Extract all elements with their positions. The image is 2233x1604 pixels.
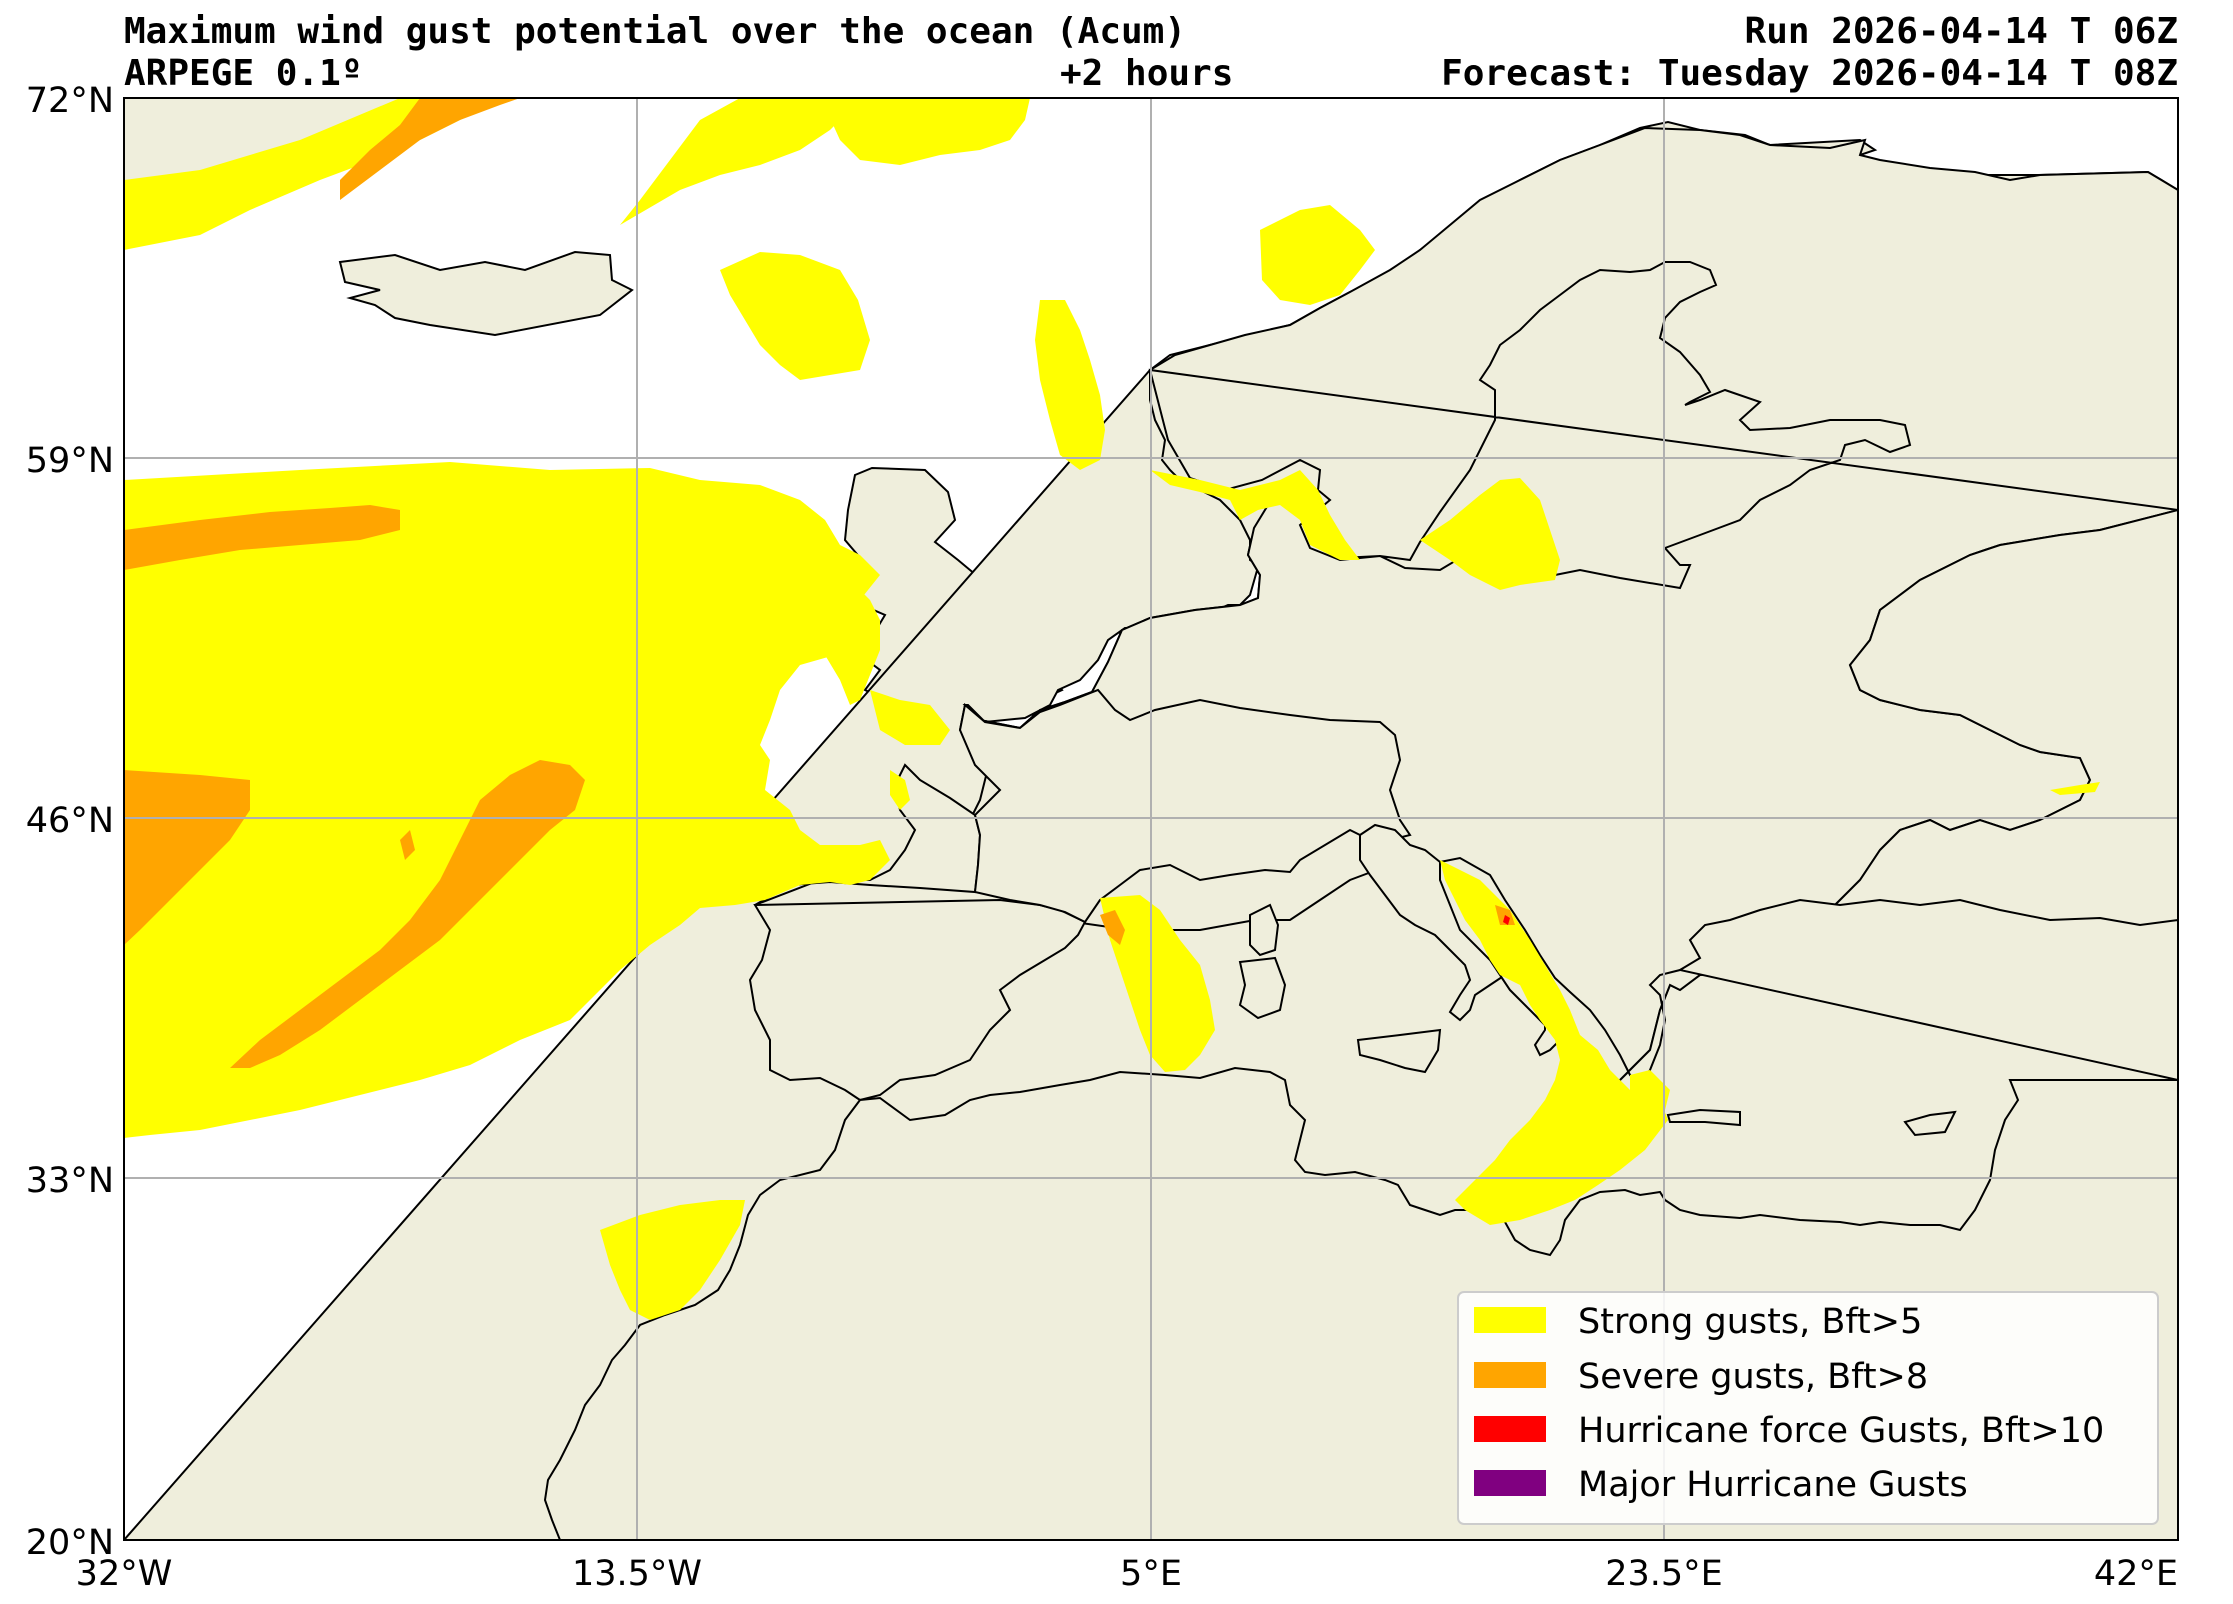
lead-time: +2 hours (1060, 53, 1234, 94)
gust-area-iceland-east (720, 252, 870, 380)
lon-tick-label: 23.5°E (1605, 1554, 1723, 1594)
run-time: Run 2026-04-14 T 06Z (1744, 11, 2178, 52)
land-sicily (1356, 1028, 1442, 1074)
gust-area-baltic (1420, 478, 1560, 590)
map-frame (123, 97, 2179, 1541)
severe-gusts-layer (124, 98, 1515, 1068)
gust-area-norway-coast (1260, 205, 1375, 305)
severe-area-greenland (340, 98, 520, 200)
gust-area-skagerrak (1150, 470, 1360, 560)
lon-tick-labels: 32°W 13.5°W 5°E 23.5°E 42°E (76, 1554, 2178, 1594)
hurricane-area-adriatic (1503, 915, 1510, 925)
legend-swatch-hurricane (1474, 1416, 1546, 1442)
gust-area-biscay-islet (890, 770, 910, 810)
gust-area-north-sea-east (1035, 300, 1105, 470)
lat-tick-labels: 72°N 59°N 46°N 33°N 20°N (26, 81, 114, 1563)
severe-area-atlantic-west (124, 770, 250, 945)
gust-area-channel (870, 690, 950, 745)
gust-area-gulf-of-lion (1100, 895, 1215, 1072)
lon-tick-label: 42°E (2094, 1554, 2178, 1594)
gust-area-norway-sea (820, 98, 1030, 165)
legend-swatch-severe (1474, 1362, 1546, 1388)
legend-label-severe: Severe gusts, Bft>8 (1578, 1357, 1928, 1397)
graticule (124, 98, 2178, 1540)
gust-area-black-sea-strait (2050, 782, 2100, 795)
severe-area-atlantic-tongue (230, 760, 585, 1068)
legend-label-hurricane: Hurricane force Gusts, Bft>10 (1578, 1411, 2104, 1451)
lon-tick-label: 13.5°W (572, 1554, 702, 1594)
severe-area-atlantic-spot (400, 830, 415, 860)
lat-tick-label: 33°N (26, 1161, 114, 1201)
gust-area-irish-sea (825, 580, 880, 705)
gust-area-faroes (620, 98, 860, 225)
forecast-time: Forecast: Tuesday 2026-04-14 T 08Z (1441, 53, 2178, 94)
severe-area-gulf-of-lion (1100, 910, 1125, 945)
lat-tick-label: 46°N (26, 801, 114, 841)
legend-swatch-strong (1474, 1307, 1546, 1333)
gust-area-adriatic (1440, 860, 1668, 1225)
land-iberia (748, 763, 1087, 1102)
legend-label-major: Major Hurricane Gusts (1578, 1465, 1968, 1505)
land-cyprus (1903, 1110, 1957, 1137)
hurricane-gusts-layer (1503, 915, 1510, 925)
lon-tick-label: 32°W (76, 1554, 173, 1594)
land-crete (1666, 1108, 1741, 1127)
land-iceland (338, 250, 634, 337)
legend-swatch-major (1474, 1470, 1546, 1496)
lon-tick-label: 5°E (1120, 1554, 1182, 1594)
legend: Strong gusts, Bft>5 Severe gusts, Bft>8 … (1457, 1291, 2159, 1525)
legend-box (1457, 1291, 2159, 1525)
legend-label-strong: Strong gusts, Bft>5 (1578, 1302, 1922, 1342)
model-label: ARPEGE 0.1º (124, 53, 363, 94)
land-corsica (1249, 903, 1280, 957)
lat-tick-label: 59°N (26, 441, 114, 481)
severe-area-north-atlantic-band (124, 505, 400, 570)
gust-area-aegean (1630, 1070, 1670, 1120)
land-sardinia (1238, 956, 1287, 1020)
lat-tick-label: 72°N (26, 81, 114, 121)
lat-tick-label: 20°N (26, 1523, 114, 1563)
map-title: Maximum wind gust potential over the oce… (124, 11, 1187, 52)
